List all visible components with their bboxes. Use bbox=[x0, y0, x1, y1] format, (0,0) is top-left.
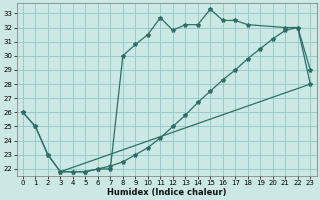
X-axis label: Humidex (Indice chaleur): Humidex (Indice chaleur) bbox=[107, 188, 226, 197]
